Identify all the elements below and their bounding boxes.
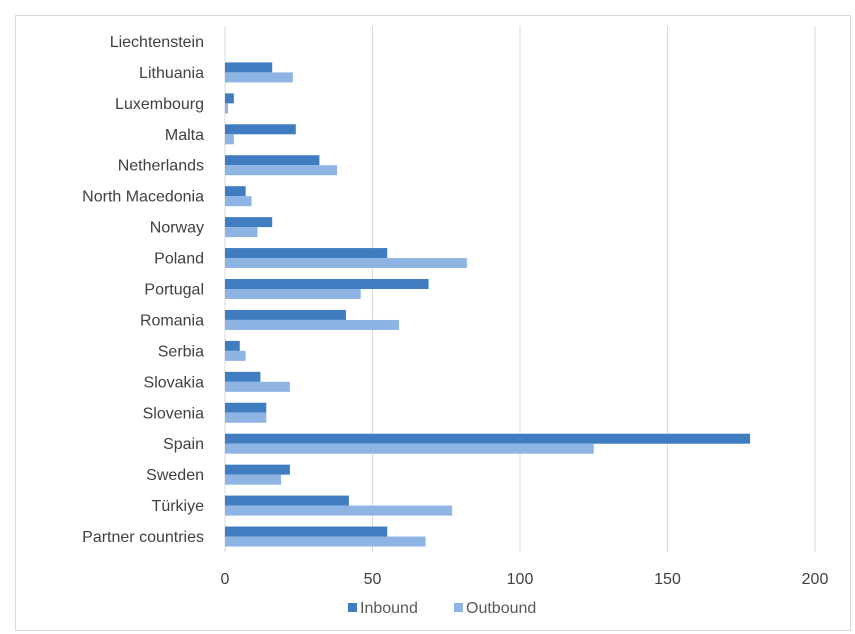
category-label: Poland <box>154 251 204 268</box>
category-label: Slovakia <box>144 374 205 391</box>
bar-outbound <box>225 412 267 423</box>
bar-outbound <box>225 258 467 269</box>
bar-inbound <box>225 93 234 104</box>
bar-outbound <box>225 227 258 238</box>
bar-inbound <box>225 309 346 320</box>
bar-inbound <box>225 433 751 444</box>
category-label: Romania <box>140 312 204 329</box>
category-label: Sweden <box>146 467 204 484</box>
category-label: Lithuania <box>139 65 204 82</box>
bar-inbound <box>225 279 429 289</box>
x-tick-label: 0 <box>221 571 230 588</box>
bar-outbound <box>225 443 594 454</box>
x-tick-label: 50 <box>364 571 382 588</box>
bar-inbound <box>225 402 267 413</box>
bar-outbound <box>225 134 234 145</box>
bar-inbound <box>225 495 349 506</box>
bar-outbound <box>225 165 338 176</box>
legend-swatch-outbound <box>454 603 463 612</box>
bars <box>225 62 751 547</box>
bar-inbound <box>225 124 296 135</box>
x-tick-label: 200 <box>802 571 829 588</box>
bar-outbound <box>225 381 290 392</box>
category-label: Spain <box>163 436 204 453</box>
bar-outbound <box>225 474 282 485</box>
category-label: Partner countries <box>82 529 204 546</box>
bar-inbound <box>225 186 246 197</box>
bar-outbound <box>225 289 361 299</box>
bar-inbound <box>225 248 388 259</box>
tick-labels: 0 50 100 150 200 <box>221 571 829 588</box>
legend-label-outbound: Outbound <box>466 600 536 617</box>
category-label: North Macedonia <box>82 189 204 206</box>
category-label: Luxembourg <box>115 96 204 113</box>
bar-inbound <box>225 340 240 351</box>
legend: Inbound Outbound <box>348 600 536 617</box>
bar-outbound <box>225 505 453 516</box>
legend-swatch-inbound <box>348 603 357 612</box>
category-label: Serbia <box>158 343 204 360</box>
bar-inbound <box>225 217 273 228</box>
chart-frame <box>15 15 851 631</box>
category-label: Portugal <box>144 282 204 299</box>
bar-outbound <box>225 72 293 83</box>
bar-outbound <box>225 536 426 547</box>
category-label: Netherlands <box>118 158 204 175</box>
bar-outbound <box>225 350 246 361</box>
category-label: Norway <box>150 220 204 237</box>
bar-inbound <box>225 464 290 475</box>
legend-label-inbound: Inbound <box>360 600 418 617</box>
bar-inbound <box>225 155 320 166</box>
category-label: Malta <box>165 127 204 144</box>
category-label: Slovenia <box>143 405 204 422</box>
category-label: Türkiye <box>152 498 205 515</box>
x-tick-label: 150 <box>654 571 681 588</box>
category-labels: Liechtenstein Lithuania Luxembourg Malta Net… <box>82 34 204 546</box>
bar-inbound <box>225 526 388 537</box>
x-tick-label: 100 <box>507 571 534 588</box>
bar-outbound <box>225 196 252 207</box>
bar-inbound <box>225 62 273 73</box>
bar-outbound <box>225 319 400 330</box>
category-label: Liechtenstein <box>110 34 204 51</box>
bar-outbound <box>225 103 228 114</box>
bar-inbound <box>225 371 261 382</box>
